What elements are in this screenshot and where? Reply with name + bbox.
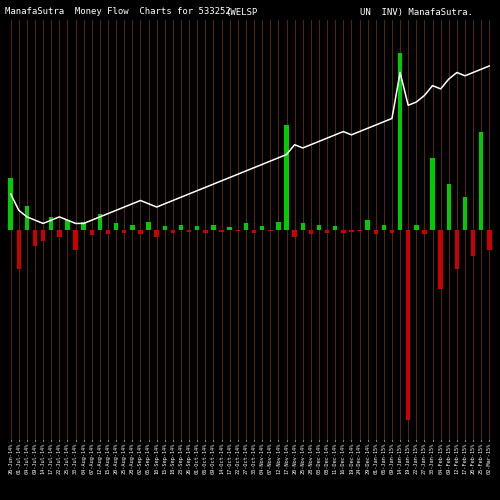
Bar [65, 220, 70, 230]
Bar [244, 224, 248, 230]
Bar [154, 230, 159, 236]
Bar [487, 230, 492, 250]
Bar [106, 230, 110, 234]
Bar [358, 230, 362, 232]
Bar [454, 230, 459, 270]
Bar [463, 197, 467, 230]
Bar [49, 217, 54, 230]
Bar [122, 230, 126, 232]
Text: ManafaSutra  Money Flow  Charts for 533252: ManafaSutra Money Flow Charts for 533252 [5, 8, 231, 16]
Bar [479, 132, 484, 230]
Bar [382, 225, 386, 230]
Bar [24, 206, 29, 230]
Bar [390, 230, 394, 232]
Bar [228, 228, 232, 230]
Bar [446, 184, 451, 230]
Bar [114, 224, 118, 230]
Bar [82, 222, 86, 230]
Bar [187, 230, 192, 232]
Bar [16, 230, 21, 270]
Bar [471, 230, 476, 256]
Bar [414, 225, 418, 230]
Bar [349, 230, 354, 232]
Bar [374, 230, 378, 234]
Text: UN  INV) ManafaSutra.: UN INV) ManafaSutra. [360, 8, 473, 16]
Bar [195, 226, 200, 230]
Bar [276, 222, 280, 230]
Bar [8, 178, 13, 230]
Bar [430, 158, 435, 230]
Bar [90, 230, 94, 235]
Bar [236, 230, 240, 232]
Bar [422, 230, 426, 234]
Bar [333, 226, 338, 230]
Bar [341, 230, 345, 232]
Text: (WELSP: (WELSP [225, 8, 257, 16]
Bar [138, 230, 142, 234]
Bar [179, 225, 184, 230]
Bar [41, 230, 46, 240]
Bar [398, 53, 402, 230]
Bar [406, 230, 410, 420]
Bar [162, 226, 167, 230]
Bar [170, 230, 175, 232]
Bar [260, 226, 264, 230]
Bar [252, 230, 256, 232]
Bar [300, 224, 305, 230]
Bar [438, 230, 443, 289]
Bar [74, 230, 78, 250]
Bar [130, 225, 134, 230]
Bar [268, 230, 272, 232]
Bar [316, 225, 321, 230]
Bar [212, 225, 216, 230]
Bar [308, 230, 313, 234]
Bar [292, 230, 297, 236]
Bar [203, 230, 207, 232]
Bar [98, 214, 102, 230]
Bar [57, 230, 62, 236]
Bar [284, 125, 288, 230]
Bar [33, 230, 37, 246]
Bar [366, 220, 370, 230]
Bar [220, 230, 224, 232]
Bar [146, 222, 151, 230]
Bar [325, 230, 330, 232]
